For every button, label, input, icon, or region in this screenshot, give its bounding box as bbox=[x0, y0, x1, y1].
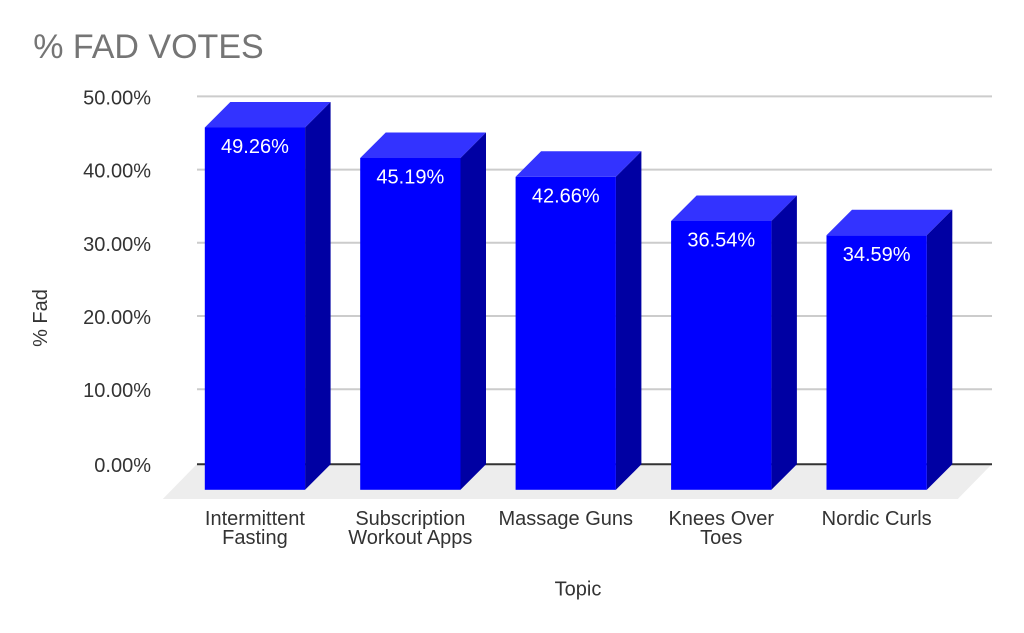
svg-text:Toes: Toes bbox=[700, 527, 742, 549]
svg-text:0.00%: 0.00% bbox=[94, 455, 151, 477]
svg-text:Topic: Topic bbox=[555, 579, 602, 601]
svg-text:Knees Over: Knees Over bbox=[668, 508, 774, 530]
svg-text:Nordic Curls: Nordic Curls bbox=[822, 508, 932, 530]
svg-text:Massage Guns: Massage Guns bbox=[498, 508, 633, 530]
svg-text:Fasting: Fasting bbox=[222, 527, 288, 549]
svg-text:50.00%: 50.00% bbox=[83, 87, 151, 109]
svg-text:20.00%: 20.00% bbox=[83, 307, 151, 329]
svg-text:30.00%: 30.00% bbox=[83, 234, 151, 256]
svg-text:45.19%: 45.19% bbox=[376, 167, 444, 189]
svg-text:42.66%: 42.66% bbox=[532, 185, 600, 207]
svg-text:40.00%: 40.00% bbox=[83, 161, 151, 183]
svg-text:34.59%: 34.59% bbox=[843, 244, 911, 266]
svg-text:Subscription: Subscription bbox=[355, 508, 465, 530]
svg-text:36.54%: 36.54% bbox=[687, 230, 755, 252]
svg-text:% Fad: % Fad bbox=[30, 289, 52, 347]
svg-text:% FAD VOTES: % FAD VOTES bbox=[33, 28, 264, 66]
svg-text:10.00%: 10.00% bbox=[83, 380, 151, 402]
svg-text:49.26%: 49.26% bbox=[221, 136, 289, 158]
svg-text:Workout Apps: Workout Apps bbox=[348, 527, 472, 549]
svg-text:Intermittent: Intermittent bbox=[205, 508, 305, 530]
